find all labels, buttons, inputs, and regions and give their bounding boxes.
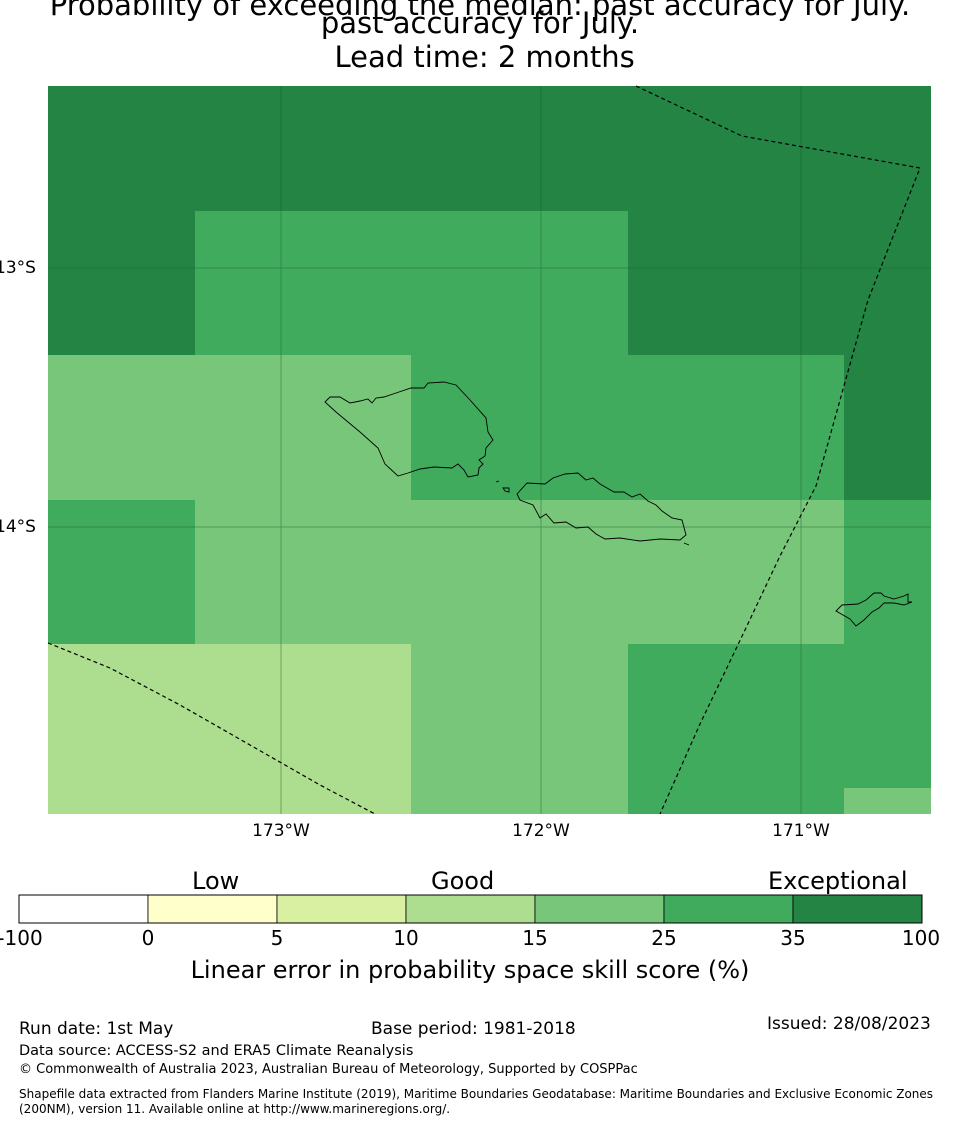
colorbar-tick: 25 (651, 926, 677, 950)
category-label-good: Good (431, 867, 495, 895)
tutuila-island-coastline (835, 592, 913, 627)
apolima-islet-coastline (502, 487, 510, 493)
grid-cell (411, 355, 844, 500)
colorbar-tick: 35 (780, 926, 806, 950)
lat-label-13s: 13°S (0, 258, 36, 278)
colorbar-tick: 10 (393, 926, 419, 950)
category-label-low: Low (192, 867, 240, 895)
run-date: Run date: 1st May (19, 1019, 174, 1039)
grid-cell (48, 355, 411, 500)
grid-cell (48, 211, 195, 355)
grid-cell (844, 355, 931, 500)
grid-cell (195, 211, 628, 355)
colorbar-outline (18, 894, 923, 924)
colorbar (18, 894, 923, 924)
lat-label-14s: 14°S (0, 517, 36, 537)
map-title-line-2: past accuracy for July. (320, 6, 640, 40)
colorbar-bin (534, 894, 665, 924)
colorbar-bin (276, 894, 407, 924)
map-title-line-1: Probability of exceeding the median: pas… (49, 0, 911, 22)
colorbar-bin (792, 894, 923, 924)
category-label-exceptional: Exceptional (768, 867, 908, 895)
eez-boundaries (47, 85, 921, 815)
upolu-eastern-islet-coastline (683, 542, 690, 546)
grid-cell (628, 644, 931, 788)
eez-boundary-southwest (47, 642, 376, 815)
lon-label-173w: 173°W (252, 821, 310, 841)
data-source: Data source: ACCESS-S2 and ERA5 Climate … (19, 1043, 414, 1059)
grid-cell (628, 788, 844, 814)
colorbar-tick: 15 (522, 926, 548, 950)
grid-cell (48, 86, 931, 211)
shapefile-credit: Shapefile data extracted from Flanders M… (19, 1087, 934, 1116)
grid-cell (195, 500, 844, 644)
colorbar-bin (405, 894, 536, 924)
lon-label-171w: 171°W (772, 821, 830, 841)
grid-cell (48, 644, 411, 814)
coastlines (324, 381, 913, 627)
manono-islet-coastline (495, 480, 500, 483)
colorbar-tick: 100 (901, 926, 941, 950)
colorbar-bin (147, 894, 278, 924)
map-title-line-3: Lead time: 2 months (325, 40, 635, 74)
colorbar-title: Linear error in probability space skill … (190, 956, 750, 984)
upolu-island-coastline (516, 472, 687, 542)
base-period: Base period: 1981-2018 (371, 1019, 576, 1039)
grid-cell (844, 788, 931, 814)
colorbar-tick: -100 (0, 926, 43, 950)
colorbar-bin (18, 894, 149, 924)
lon-label-172w: 172°W (512, 821, 570, 841)
grid-cell (628, 211, 931, 355)
grid-cell (411, 644, 628, 814)
colorbar-bin (663, 894, 794, 924)
grid-cell (48, 500, 195, 644)
savaii-island-coastline (324, 381, 494, 478)
skill-grid-cells (48, 86, 931, 814)
colorbar-tick: 0 (141, 926, 155, 950)
grid-cell (844, 500, 931, 644)
issued-date: Issued: 28/08/2023 (767, 1014, 931, 1034)
eez-boundary-north (635, 85, 921, 815)
colorbar-tick: 5 (270, 926, 284, 950)
graticule (48, 86, 931, 814)
copyright-notice: © Commonwealth of Australia 2023, Austra… (19, 1062, 638, 1077)
